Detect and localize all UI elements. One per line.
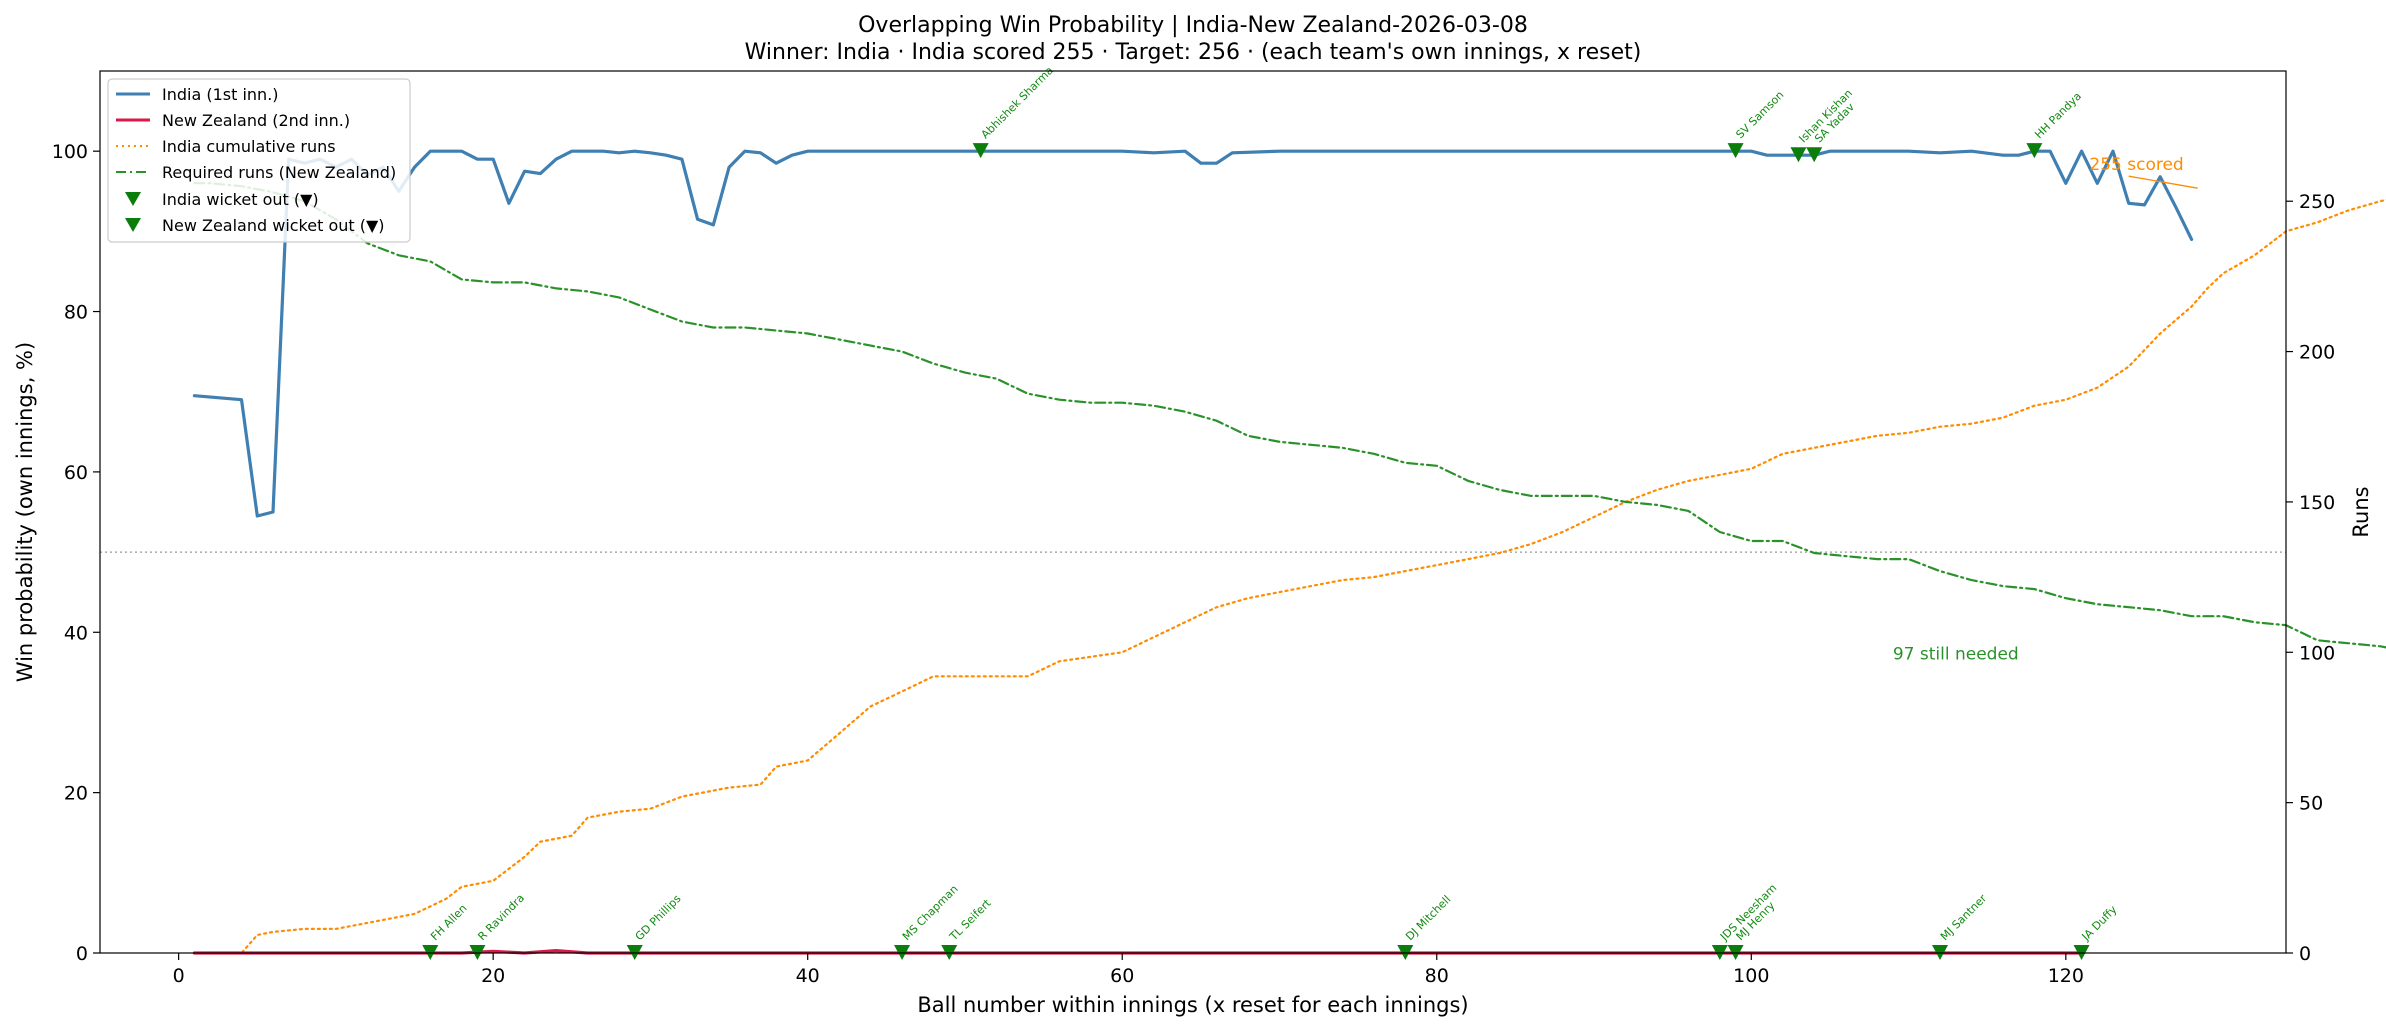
y2-tick-label: 0 — [2299, 943, 2311, 965]
legend-label-new-zealand: New Zealand (2nd inn.) — [162, 111, 350, 130]
y-tick-label: 80 — [64, 302, 88, 324]
y2-tick-label: 50 — [2299, 793, 2323, 815]
y-tick-label: 0 — [76, 943, 88, 965]
series-line-required-runs — [193, 182, 2386, 649]
india-wicket-marker — [972, 143, 989, 159]
chart-subtitle: Winner: India · India scored 255 · Targe… — [745, 40, 1642, 65]
legend-box — [107, 78, 411, 243]
x-axis-title: Ball number within innings (x reset for … — [917, 993, 1468, 1017]
india-wicket-marker — [1806, 147, 1823, 163]
plot-frame — [99, 70, 2287, 954]
x-tick-label: 60 — [1110, 965, 1134, 987]
chart-title: Overlapping Win Probability | India-New … — [858, 13, 1528, 38]
y2-tick-label: 100 — [2299, 642, 2335, 664]
x-tick-label: 20 — [481, 965, 505, 987]
india-wicket-marker — [1727, 143, 1744, 159]
legend-marker-nz-wicket — [125, 218, 141, 232]
india-wicket-marker — [1790, 147, 1807, 163]
y2-tick-label: 150 — [2299, 492, 2335, 514]
india-wicket-marker — [2026, 143, 2043, 159]
x-tick-label: 80 — [1425, 965, 1449, 987]
y-tick-label: 100 — [52, 141, 88, 163]
x-tick-label: 100 — [1733, 965, 1769, 987]
x-tick-label: 120 — [2048, 965, 2084, 987]
y-axis-title: Win probability (own innings, %) — [13, 342, 37, 682]
y-tick-label: 40 — [64, 622, 88, 644]
y-tick-label: 20 — [64, 783, 88, 805]
annotation-runs-scored: 255 scored — [2089, 155, 2183, 175]
x-tick-label: 40 — [796, 965, 820, 987]
legend-label-india-wicket: India wicket out (▼) — [162, 190, 319, 209]
annotation-runs-needed: 97 still needed — [1893, 644, 2019, 664]
legend-label-nz-wicket: New Zealand wicket out (▼) — [162, 216, 385, 235]
legend-label-india-runs: India cumulative runs — [162, 137, 336, 156]
legend-marker-india-wicket — [125, 192, 141, 206]
y2-axis-title: Runs — [2349, 486, 2373, 537]
annotation-arrow-runs-scored — [2128, 175, 2198, 189]
y-tick-label: 60 — [64, 462, 88, 484]
legend-label-required-runs: Required runs (New Zealand) — [162, 163, 396, 182]
legend: India (1st inn.) New Zealand (2nd inn.) … — [107, 78, 411, 243]
legend-label-india: India (1st inn.) — [162, 85, 279, 104]
y2-tick-label: 200 — [2299, 342, 2335, 364]
x-tick-label: 0 — [173, 965, 185, 987]
y2-tick-label: 250 — [2299, 191, 2335, 213]
axes: 0 20 40 60 80 100 120 0 20 40 60 80 100 0 50 100 150 200 2… — [52, 141, 2336, 987]
series-line-india-cumulative-runs — [193, 198, 2386, 955]
